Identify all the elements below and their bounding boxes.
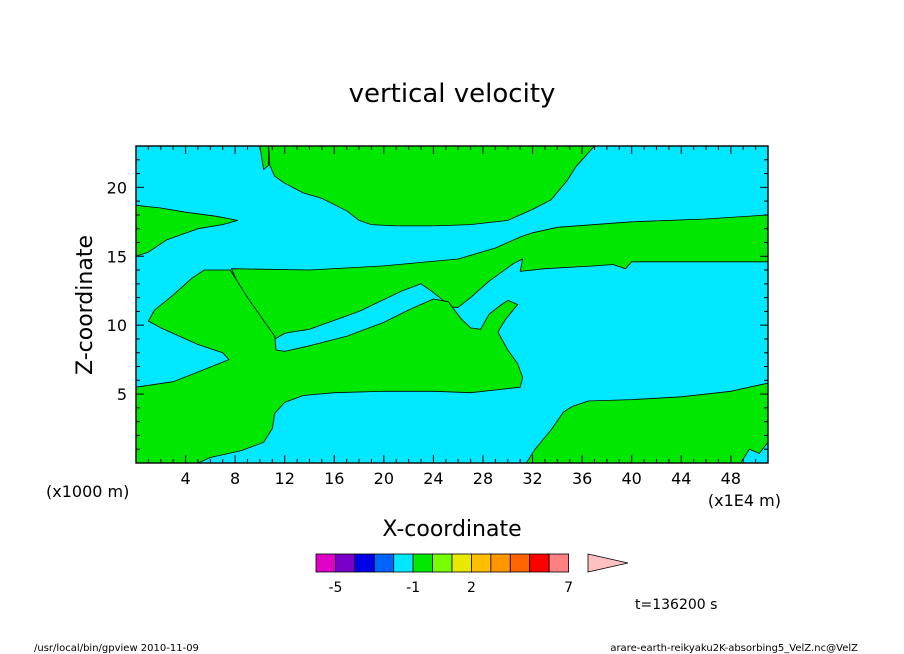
colorbar-labels: -5 -1 2 7: [328, 580, 573, 596]
x-tick-label: 24: [423, 469, 443, 488]
colorbar-cell: [490, 553, 511, 573]
colorbar-cell: [354, 553, 375, 573]
colorbar-label: 7: [564, 580, 573, 596]
colorbar-cell: [315, 553, 336, 573]
colorbar-label: 2: [467, 580, 476, 596]
x-axis-ticks: 4 8 12 16 20 24 28 32 36 40 44 48: [147, 146, 757, 488]
y-tick-label: 10: [107, 316, 127, 335]
x-tick-label: 36: [572, 469, 592, 488]
x-tick-label: 28: [473, 469, 493, 488]
colorbar-arrow: [587, 553, 629, 573]
footer-right: arare-earth-reikyaku2K-absorbing5_VelZ.n…: [610, 643, 858, 654]
colorbar-cell: [373, 553, 395, 573]
y-axis-label: Z-coordinate: [73, 235, 98, 375]
y-tick-label: 15: [107, 247, 127, 266]
x-unit-left: (x1000 m): [46, 482, 129, 501]
x-tick-label: 16: [324, 469, 344, 488]
colorbar-cell: [471, 553, 492, 573]
contour-region-3: [135, 204, 239, 257]
contour-region-6: [526, 382, 769, 464]
colorbar-cell: [451, 553, 472, 573]
colorbar-cell: [529, 553, 550, 573]
colorbar-cell: [393, 553, 414, 573]
x-tick-label: 4: [180, 469, 190, 488]
colorbar-cell: [412, 553, 433, 573]
y-tick-label: 5: [117, 385, 127, 404]
colorbar-label: -1: [406, 580, 420, 596]
time-label: t=136200 s: [635, 597, 717, 613]
x-tick-label: 44: [671, 469, 691, 488]
footer-left: /usr/local/bin/gpview 2010-11-09: [34, 643, 199, 654]
plot-frame: [135, 145, 769, 464]
contour-region-5: [135, 269, 523, 464]
x-tick-label: 20: [374, 469, 394, 488]
x-tick-label: 12: [275, 469, 295, 488]
y-tick-label: 20: [107, 178, 127, 197]
contour-region-4: [230, 214, 769, 340]
colorbar: [315, 553, 629, 573]
colorbar-cell: [432, 553, 453, 573]
colorbar-label: -5: [328, 580, 342, 596]
x-tick-label: 40: [622, 469, 642, 488]
chart-title: vertical velocity: [349, 79, 556, 109]
colorbar-cell: [335, 553, 356, 573]
contour-region-2: [268, 145, 595, 227]
colorbar-cell: [548, 553, 569, 573]
colorbar-cell: [509, 553, 531, 573]
x-axis-label: X-coordinate: [382, 517, 521, 542]
x-tick-label: 8: [230, 469, 240, 488]
plot-area: [135, 145, 769, 464]
x-tick-label: 48: [721, 469, 741, 488]
x-unit-right: (x1E4 m): [708, 491, 781, 510]
y-axis-ticks: 5 10 15 20: [107, 159, 768, 450]
x-tick-label: 32: [522, 469, 542, 488]
